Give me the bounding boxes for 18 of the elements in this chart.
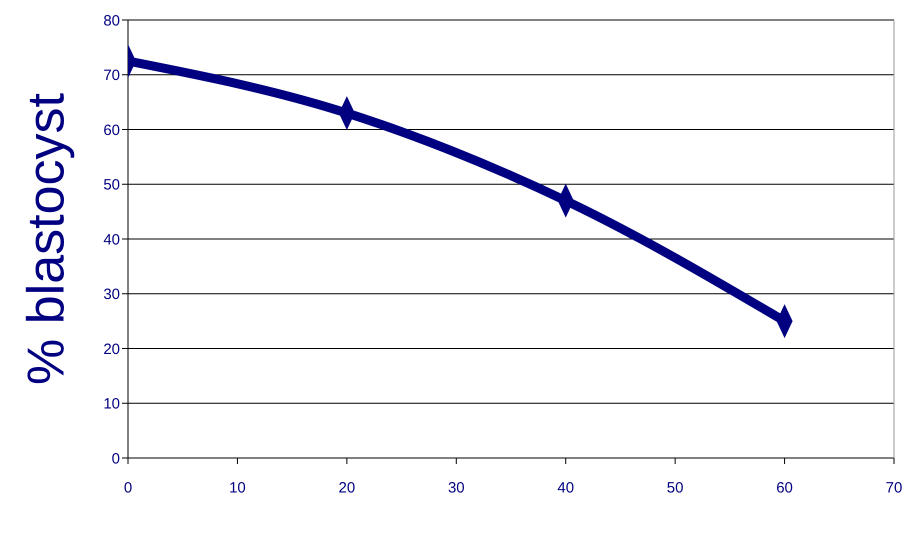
y-tick-label: 30 <box>103 286 120 304</box>
x-tick-label: 10 <box>229 480 246 497</box>
y-tick-label: 20 <box>103 340 120 358</box>
y-axis-title: % blastocyst <box>17 92 76 385</box>
x-tick-label: 40 <box>557 480 574 497</box>
y-tick-label: 60 <box>103 122 120 139</box>
x-tick-label: 30 <box>448 480 465 497</box>
x-tick-label: 70 <box>886 480 902 497</box>
x-tick-label: 0 <box>124 480 132 497</box>
y-tick-label: 0 <box>112 450 120 468</box>
y-tick-label: 50 <box>103 176 120 194</box>
x-tick-label: 60 <box>776 480 793 497</box>
y-tick-label: 10 <box>103 396 120 413</box>
x-tick-label: 50 <box>666 480 684 497</box>
y-tick-label: 70 <box>103 67 120 84</box>
y-tick-label: 80 <box>103 12 120 30</box>
x-tick-label: 20 <box>338 480 356 497</box>
y-tick-label: 40 <box>103 231 120 248</box>
